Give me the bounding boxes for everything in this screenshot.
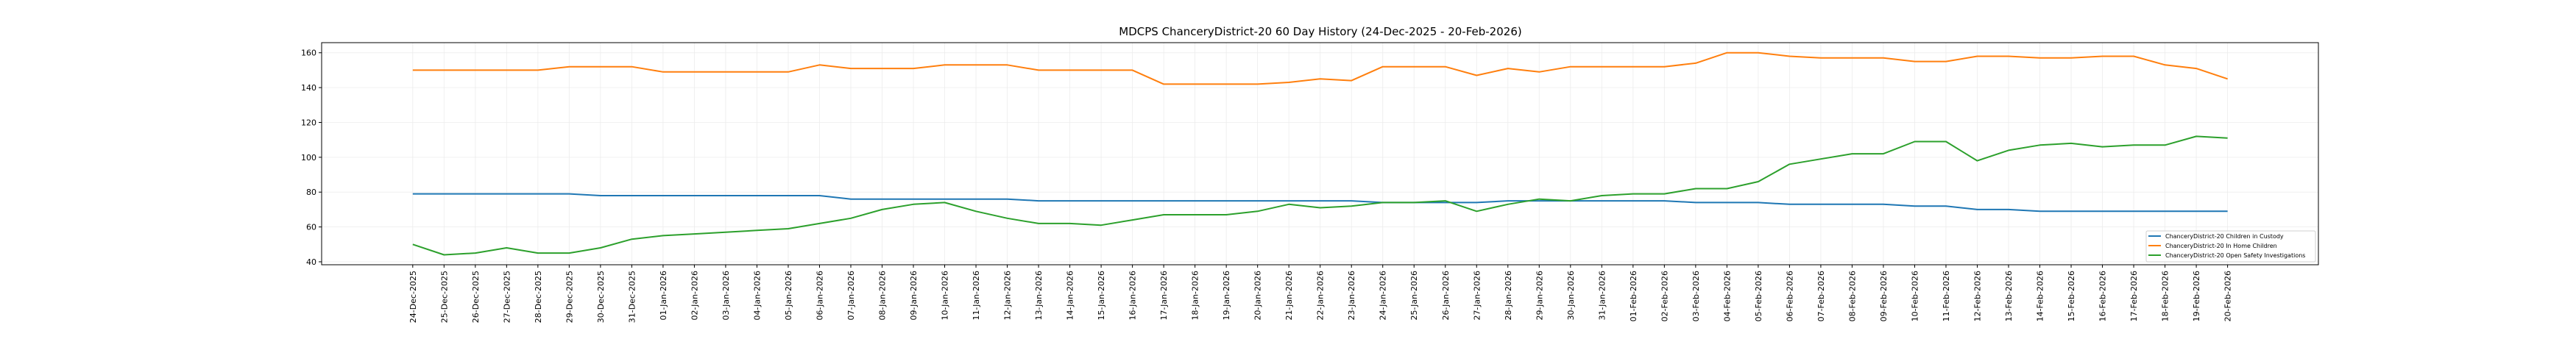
x-tick-label: 20-Jan-2026	[1253, 271, 1263, 321]
x-tick-label: 20-Feb-2026	[2223, 271, 2233, 321]
x-tick-label: 12-Jan-2026	[1003, 271, 1013, 321]
x-tick-label: 05-Feb-2026	[1754, 271, 1763, 321]
x-tick-label: 22-Jan-2026	[1316, 271, 1326, 321]
x-tick-label: 16-Feb-2026	[2098, 271, 2108, 321]
legend-label: ChanceryDistrict-20 Children in Custody	[2165, 233, 2284, 240]
x-tick-label: 09-Feb-2026	[1879, 271, 1889, 321]
y-tick-label: 80	[306, 188, 316, 197]
x-tick-label: 03-Feb-2026	[1691, 271, 1701, 321]
x-tick-label: 08-Jan-2026	[878, 271, 888, 321]
series-line-1	[412, 51, 2228, 85]
x-tick-label: 05-Jan-2026	[784, 271, 793, 321]
x-tick-label: 18-Jan-2026	[1191, 271, 1200, 321]
y-tick-label: 40	[306, 257, 316, 267]
series-line-2	[412, 135, 2228, 256]
x-tick-label: 01-Feb-2026	[1629, 271, 1638, 321]
x-tick-label: 18-Feb-2026	[2161, 271, 2170, 321]
legend-box	[2145, 230, 2316, 263]
x-tick-label: 26-Dec-2025	[471, 271, 481, 323]
y-tick-label: 160	[301, 49, 316, 58]
x-tick-label: 04-Jan-2026	[752, 271, 762, 321]
x-tick-label: 13-Jan-2026	[1034, 271, 1044, 321]
x-tick-label: 04-Feb-2026	[1722, 271, 1732, 321]
y-tick-label: 100	[301, 153, 316, 163]
x-tick-label: 30-Jan-2026	[1566, 271, 1576, 321]
x-tick-label: 13-Feb-2026	[2004, 271, 2014, 321]
x-tick-label: 28-Dec-2025	[534, 271, 543, 323]
x-tick-label: 19-Feb-2026	[2192, 271, 2201, 321]
x-tick-label: 16-Jan-2026	[1128, 271, 1138, 321]
x-tick-label: 27-Dec-2025	[502, 271, 512, 323]
x-tick-label: 02-Jan-2026	[690, 271, 699, 321]
x-tick-label: 02-Feb-2026	[1660, 271, 1669, 321]
x-tick-label: 01-Jan-2026	[659, 271, 668, 321]
x-tick-label: 07-Feb-2026	[1816, 271, 1826, 321]
x-tick-label: 14-Feb-2026	[2036, 271, 2045, 321]
x-tick-label: 21-Jan-2026	[1284, 271, 1294, 321]
series-line-0	[412, 193, 2228, 213]
legend-label: ChanceryDistrict-20 In Home Children	[2165, 243, 2277, 249]
x-tick-label: 29-Jan-2026	[1535, 271, 1544, 321]
x-tick-label: 17-Jan-2026	[1159, 271, 1169, 321]
x-tick-label: 31-Jan-2026	[1597, 271, 1607, 321]
x-tick-label: 11-Jan-2026	[972, 271, 981, 321]
x-tick-label: 24-Jan-2026	[1379, 271, 1388, 321]
x-tick-label: 25-Jan-2026	[1409, 271, 1419, 321]
y-tick-label: 60	[306, 223, 316, 232]
x-tick-label: 23-Jan-2026	[1347, 271, 1356, 321]
series-lines	[412, 51, 2228, 256]
x-tick-label: 15-Jan-2026	[1097, 271, 1106, 321]
x-tick-label: 06-Jan-2026	[815, 271, 824, 321]
x-tick-label: 17-Feb-2026	[2129, 271, 2139, 321]
y-tick-label: 140	[301, 83, 316, 93]
x-tick-label: 26-Jan-2026	[1441, 271, 1451, 321]
x-tick-label: 10-Feb-2026	[1910, 271, 1919, 321]
x-tick-label: 08-Feb-2026	[1847, 271, 1857, 321]
x-tick-label: 11-Feb-2026	[1942, 271, 1951, 321]
x-tick-label: 06-Feb-2026	[1785, 271, 1794, 321]
legend: ChanceryDistrict-20 Children in Custody C…	[2145, 230, 2316, 263]
x-tick-label: 30-Dec-2025	[596, 271, 606, 323]
x-tick-label: 07-Jan-2026	[846, 271, 856, 321]
chart-title: MDCPS ChanceryDistrict-20 60 Day History…	[1119, 25, 1521, 38]
x-tick-label: 31-Dec-2025	[627, 271, 637, 323]
y-axis: 40 60 80 100 120 140 160	[301, 49, 322, 267]
x-tick-label: 29-Dec-2025	[565, 271, 574, 323]
x-tick-label: 27-Jan-2026	[1472, 271, 1482, 321]
x-tick-label: 19-Jan-2026	[1222, 271, 1231, 321]
x-tick-label: 10-Jan-2026	[941, 271, 950, 321]
x-tick-label: 24-Dec-2025	[408, 271, 418, 323]
x-tick-label: 14-Jan-2026	[1066, 271, 1075, 321]
x-tick-label: 25-Dec-2025	[439, 271, 449, 323]
x-tick-label: 09-Jan-2026	[909, 271, 919, 321]
y-tick-label: 120	[301, 118, 316, 127]
x-tick-label: 12-Feb-2026	[1972, 271, 1982, 321]
x-tick-label: 28-Jan-2026	[1504, 271, 1513, 321]
legend-label: ChanceryDistrict-20 Open Safety Investig…	[2165, 252, 2305, 259]
x-tick-label: 15-Feb-2026	[2067, 271, 2076, 321]
x-axis: 24-Dec-2025 25-Dec-2025 26-Dec-2025 27-Dec-…	[408, 265, 2233, 323]
grid	[322, 43, 2318, 265]
x-tick-label: 03-Jan-2026	[721, 271, 731, 321]
